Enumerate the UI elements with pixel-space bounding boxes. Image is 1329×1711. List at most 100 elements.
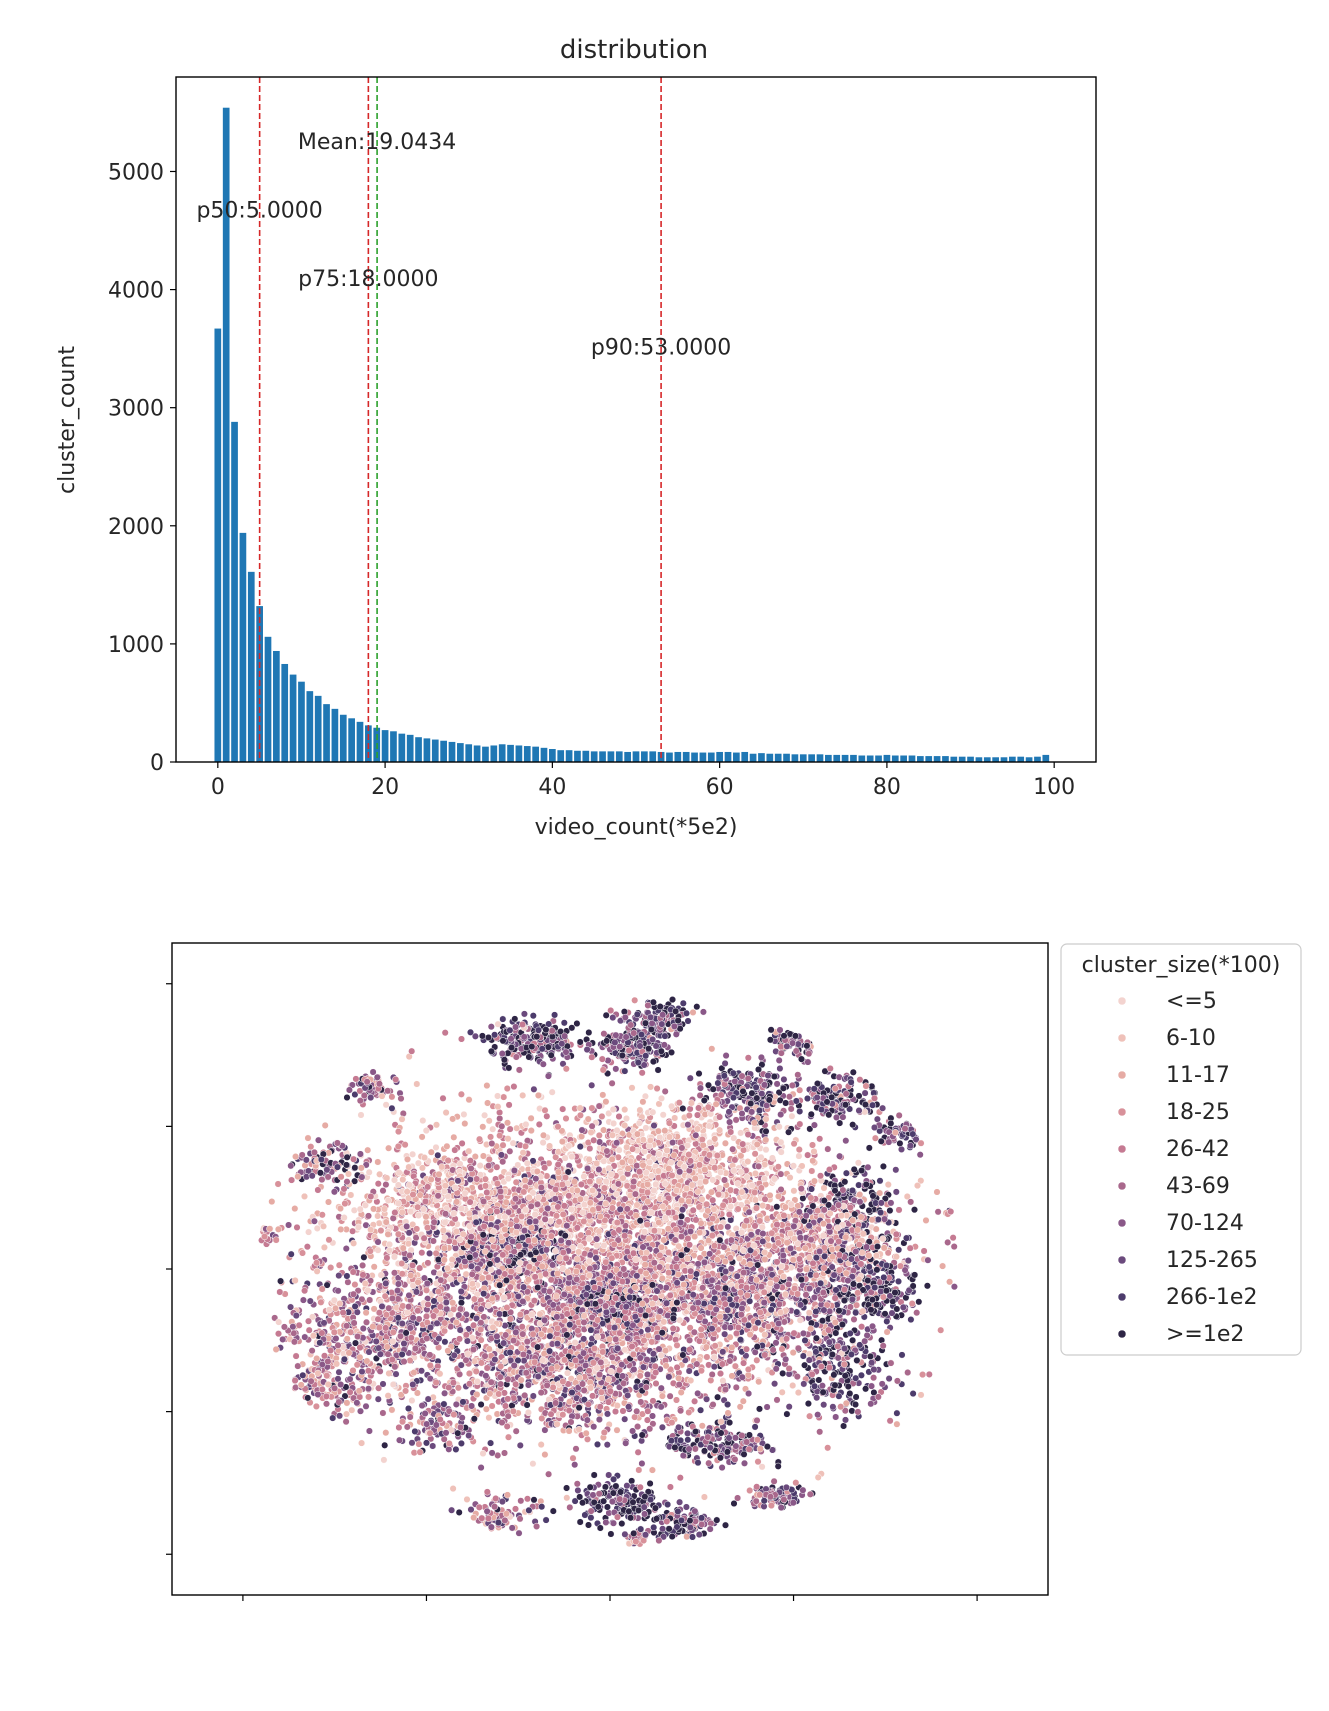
histogram-bar: [599, 751, 606, 762]
scatter-point: [450, 1133, 458, 1141]
scatter-point: [391, 1363, 399, 1371]
histogram-bar: [724, 751, 732, 762]
histogram-bar: [624, 751, 631, 762]
histogram-chart: distribution Mean:19.0434p50:5.0000p75:1…: [55, 35, 1097, 840]
scatter-point: [478, 1032, 486, 1040]
scatter-point: [887, 1359, 895, 1367]
scatter-point: [351, 1090, 359, 1099]
scatter-point: [500, 1449, 509, 1457]
scatter-point: [560, 1019, 568, 1027]
histogram-bar: [565, 750, 573, 762]
scatter-point: [944, 1238, 952, 1246]
scatter-point: [364, 1212, 373, 1220]
histogram-bar: [632, 751, 640, 762]
y-tick-label: 2000: [108, 515, 164, 540]
scatter-point: [515, 1529, 523, 1537]
histogram-bar: [356, 721, 364, 762]
scatter-point: [463, 1495, 471, 1503]
histogram-bar: [983, 757, 991, 762]
histogram-bar: [582, 750, 590, 762]
scatter-point: [449, 1485, 457, 1493]
scatter-point: [419, 1117, 427, 1125]
scatter-point: [602, 1011, 610, 1019]
histogram-bar: [239, 532, 247, 762]
scatter-point: [376, 1170, 384, 1178]
scatter-point: [795, 1146, 803, 1154]
histogram-bar: [465, 744, 473, 762]
scatter-point: [408, 1396, 416, 1405]
scatter-point: [848, 1407, 856, 1415]
histogram-bars: [214, 107, 1050, 763]
scatter-point: [676, 1498, 684, 1506]
histogram-bar: [415, 737, 422, 762]
scatter-point: [785, 1403, 793, 1411]
scatter-point: [404, 1404, 413, 1413]
scatter-point: [842, 1137, 850, 1145]
scatter-point: [840, 1422, 848, 1430]
scatter-point: [504, 1433, 513, 1441]
scatter-point: [799, 1194, 807, 1202]
histogram-bar: [908, 755, 916, 762]
scatter-point: [584, 1115, 592, 1123]
histogram-bar: [958, 756, 966, 762]
scatter-point: [605, 1109, 613, 1117]
scatter-point: [836, 1152, 844, 1160]
scatter-point: [909, 1390, 917, 1398]
scatter-point: [318, 1211, 326, 1219]
scatter-point: [365, 1393, 373, 1401]
scatter-point: [796, 1316, 804, 1324]
scatter-point: [810, 1177, 818, 1185]
scatter-point: [771, 1380, 779, 1388]
scatter-point: [638, 1069, 646, 1077]
histogram-bar: [699, 752, 707, 762]
histogram-bar: [766, 753, 774, 762]
scatter-point: [467, 1506, 475, 1514]
histogram-bar: [992, 757, 999, 762]
histogram-bar: [649, 751, 657, 762]
stat-label: p90:53.0000: [591, 335, 731, 360]
scatter-point: [849, 1121, 857, 1129]
scatter-point: [686, 1324, 694, 1332]
histogram-bar: [1000, 757, 1008, 762]
scatter-point: [596, 1524, 604, 1532]
scatter-point: [411, 1427, 419, 1435]
scatter-point: [418, 1164, 426, 1172]
scatter-point: [855, 1092, 863, 1100]
stat-labels: Mean:19.0434p50:5.0000p75:18.0000p90:53.…: [196, 130, 731, 361]
scatter-point: [351, 1164, 359, 1172]
scatter-point: [613, 1426, 621, 1434]
scatter-point: [799, 1352, 807, 1360]
scatter-point: [587, 1514, 595, 1522]
scatter-point: [584, 1521, 593, 1529]
histogram-bar: [222, 107, 230, 762]
histogram-bar: [975, 757, 983, 762]
histogram-bar: [858, 755, 866, 762]
histogram-bar: [733, 752, 740, 762]
scatter-point: [850, 1165, 858, 1173]
scatter-point: [775, 1056, 783, 1064]
scatter-point: [806, 1412, 814, 1420]
histogram-bar: [473, 745, 481, 762]
scatter-point: [471, 1032, 479, 1040]
scatter-point: [813, 1394, 821, 1402]
scatter-point: [664, 1500, 672, 1509]
scatter-point: [649, 1397, 657, 1405]
scatter-point: [946, 1278, 954, 1286]
histogram-bar: [457, 743, 464, 762]
histogram-bar: [850, 754, 857, 762]
scatter-point: [441, 1338, 449, 1346]
scatter-point: [913, 1309, 921, 1317]
x-tick-label: 20: [371, 775, 399, 800]
scatter-point: [429, 1442, 437, 1450]
histogram-bar: [883, 754, 891, 762]
histogram-bar: [214, 328, 222, 762]
scatter-point: [721, 1139, 729, 1147]
histogram-bar: [390, 731, 397, 762]
scatter-point: [726, 1333, 734, 1341]
scatter-point: [452, 1445, 460, 1453]
scatter-point: [661, 1087, 669, 1095]
histogram-bar: [933, 756, 941, 762]
scatter-point: [763, 1403, 771, 1411]
scatter-point: [290, 1338, 298, 1346]
